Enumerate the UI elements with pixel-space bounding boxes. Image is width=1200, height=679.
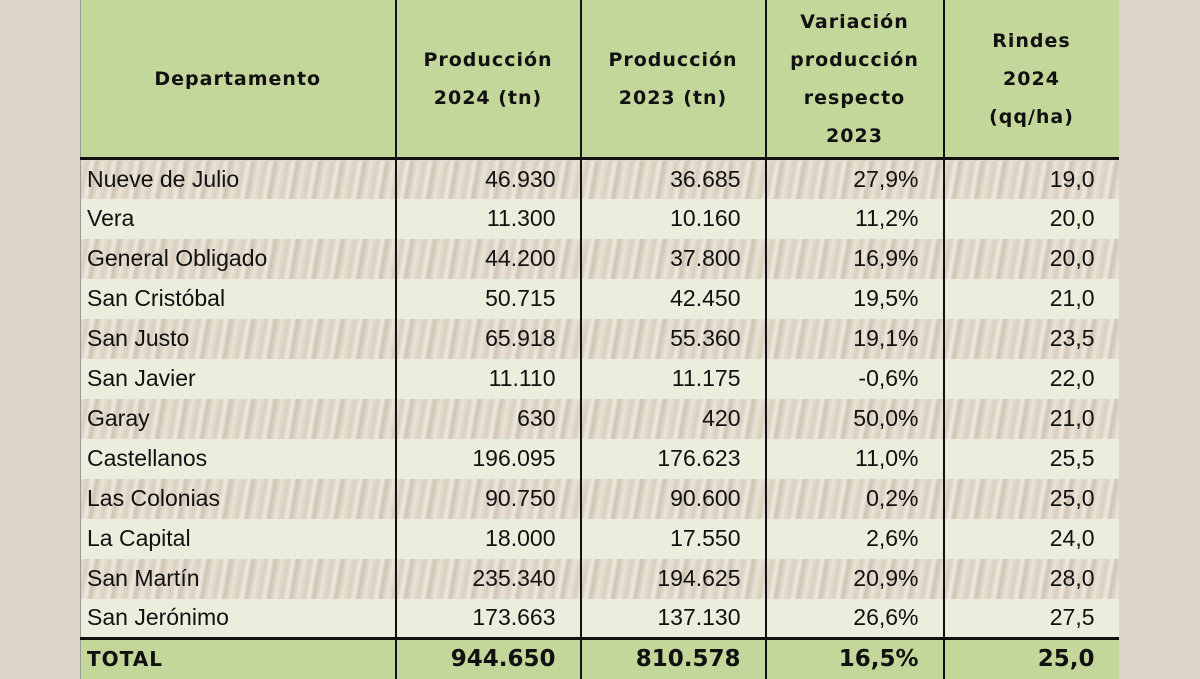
cell-variacion: 26,6%	[764, 598, 945, 639]
cell-produccion-2024: 90.750	[394, 478, 582, 519]
cell-variacion: 0,2%	[764, 478, 945, 519]
cell-produccion-2024: 44.200	[394, 238, 582, 279]
table-row: Nueve de Julio 46.930 36.685 27,9% 19,0	[80, 158, 1119, 199]
cell-rindes-2024: 21,0	[942, 278, 1119, 319]
header-line: Rindes	[992, 29, 1071, 52]
cell-variacion: 27,9%	[764, 158, 945, 199]
cell-produccion-2023: 10.160	[579, 198, 767, 239]
table-row: General Obligado 44.200 37.800 16,9% 20,0	[80, 238, 1119, 279]
cell-departamento: Nueve de Julio	[80, 158, 397, 199]
production-table: Departamento Producción 2024 (tn) Producció…	[80, 0, 1119, 679]
header-line: Variación	[800, 10, 909, 33]
header-line: 2023 (tn)	[618, 86, 728, 109]
cell-produccion-2023: 176.623	[579, 438, 767, 479]
cell-produccion-2024: 11.110	[394, 358, 582, 399]
cell-produccion-2024: 46.930	[394, 158, 582, 199]
header-line: Producción	[608, 48, 738, 71]
cell-produccion-2024: 11.300	[394, 198, 582, 239]
cell-produccion-2024: 50.715	[394, 278, 582, 319]
cell-produccion-2023: 55.360	[579, 318, 767, 359]
total-cell-produccion-2023: 810.578	[579, 637, 767, 679]
cell-produccion-2024: 173.663	[394, 598, 582, 639]
cell-rindes-2024: 22,0	[942, 358, 1119, 399]
cell-produccion-2023: 36.685	[579, 158, 767, 199]
cell-rindes-2024: 20,0	[942, 238, 1119, 279]
cell-departamento: San Cristóbal	[80, 278, 397, 319]
cell-rindes-2024: 20,0	[942, 198, 1119, 239]
cell-variacion: -0,6%	[764, 358, 945, 399]
table-row: San Justo 65.918 55.360 19,1% 23,5	[80, 318, 1119, 359]
cell-departamento: San Jerónimo	[80, 598, 397, 639]
table-row: Garay 630 420 50,0% 21,0	[80, 398, 1119, 439]
cell-departamento: San Javier	[80, 358, 397, 399]
cell-rindes-2024: 25,0	[942, 478, 1119, 519]
column-header-variacion: Variación producción respecto 2023	[764, 0, 945, 160]
table-row: Castellanos 196.095 176.623 11,0% 25,5	[80, 438, 1119, 479]
header-line: 2023	[826, 124, 883, 147]
total-cell-departamento: TOTAL	[80, 637, 397, 679]
cell-produccion-2023: 42.450	[579, 278, 767, 319]
header-line: Producción	[423, 48, 553, 71]
cell-produccion-2023: 420	[579, 398, 767, 439]
table-row: San Jerónimo 173.663 137.130 26,6% 27,5	[80, 598, 1119, 639]
header-line: respecto	[803, 86, 906, 109]
cell-rindes-2024: 21,0	[942, 398, 1119, 439]
cell-rindes-2024: 19,0	[942, 158, 1119, 199]
column-header-produccion-2023: Producción 2023 (tn)	[579, 0, 767, 160]
header-line: (qq/ha)	[989, 105, 1074, 128]
table-row: San Javier 11.110 11.175 -0,6% 22,0	[80, 358, 1119, 399]
cell-departamento: San Justo	[80, 318, 397, 359]
cell-produccion-2024: 65.918	[394, 318, 582, 359]
cell-variacion: 11,0%	[764, 438, 945, 479]
table-row: San Cristóbal 50.715 42.450 19,5% 21,0	[80, 278, 1119, 319]
cell-variacion: 19,1%	[764, 318, 945, 359]
header-line: 2024 (tn)	[433, 86, 543, 109]
table-row: Vera 11.300 10.160 11,2% 20,0	[80, 198, 1119, 239]
cell-variacion: 11,2%	[764, 198, 945, 239]
cell-produccion-2023: 90.600	[579, 478, 767, 519]
cell-departamento: Garay	[80, 398, 397, 439]
cell-departamento: Vera	[80, 198, 397, 239]
header-row: Departamento Producción 2024 (tn) Producció…	[80, 0, 1119, 160]
cell-rindes-2024: 27,5	[942, 598, 1119, 639]
cell-variacion: 20,9%	[764, 558, 945, 599]
cell-rindes-2024: 24,0	[942, 518, 1119, 559]
table-row: La Capital 18.000 17.550 2,6% 24,0	[80, 518, 1119, 559]
table-row: San Martín 235.340 194.625 20,9% 28,0	[80, 558, 1119, 599]
cell-produccion-2023: 11.175	[579, 358, 767, 399]
cell-produccion-2024: 196.095	[394, 438, 582, 479]
cell-produccion-2024: 18.000	[394, 518, 582, 559]
cell-rindes-2024: 28,0	[942, 558, 1119, 599]
header-line: Departamento	[154, 67, 322, 90]
cell-produccion-2024: 630	[394, 398, 582, 439]
total-row: TOTAL 944.650 810.578 16,5% 25,0	[80, 637, 1119, 679]
cell-produccion-2023: 194.625	[579, 558, 767, 599]
cell-departamento: Las Colonias	[80, 478, 397, 519]
column-header-rindes-2024: Rindes 2024 (qq/ha)	[942, 0, 1119, 160]
cell-departamento: La Capital	[80, 518, 397, 559]
column-header-departamento: Departamento	[80, 0, 397, 160]
cell-produccion-2024: 235.340	[394, 558, 582, 599]
cell-variacion: 50,0%	[764, 398, 945, 439]
cell-departamento: General Obligado	[80, 238, 397, 279]
cell-departamento: Castellanos	[80, 438, 397, 479]
cell-produccion-2023: 37.800	[579, 238, 767, 279]
total-cell-variacion: 16,5%	[764, 637, 945, 679]
cell-variacion: 19,5%	[764, 278, 945, 319]
table-row: Las Colonias 90.750 90.600 0,2% 25,0	[80, 478, 1119, 519]
cell-variacion: 16,9%	[764, 238, 945, 279]
header-line: producción	[790, 48, 919, 71]
total-cell-produccion-2024: 944.650	[394, 637, 582, 679]
cell-variacion: 2,6%	[764, 518, 945, 559]
header-line: 2024	[1003, 67, 1060, 90]
total-cell-rindes-2024: 25,0	[942, 637, 1119, 679]
column-header-produccion-2024: Producción 2024 (tn)	[394, 0, 582, 160]
cell-produccion-2023: 17.550	[579, 518, 767, 559]
cell-rindes-2024: 23,5	[942, 318, 1119, 359]
cell-produccion-2023: 137.130	[579, 598, 767, 639]
cell-departamento: San Martín	[80, 558, 397, 599]
cell-rindes-2024: 25,5	[942, 438, 1119, 479]
